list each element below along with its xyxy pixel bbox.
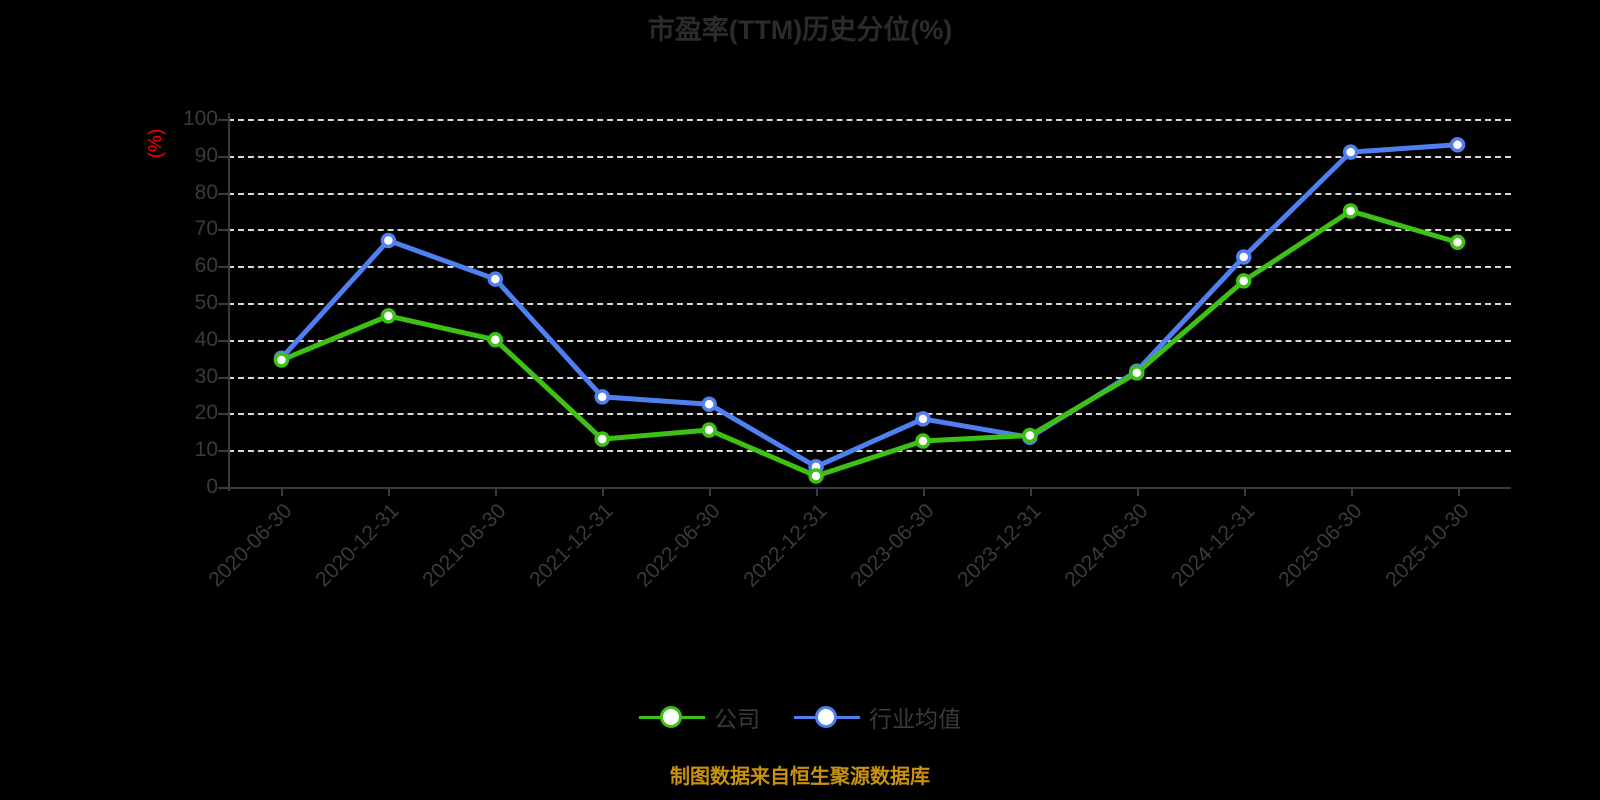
legend-label: 公司 xyxy=(714,706,760,732)
gridline xyxy=(228,119,1511,121)
y-axis-tick-label: 30 xyxy=(194,364,218,388)
gridline xyxy=(228,155,1511,158)
x-axis-tick-mark xyxy=(922,487,925,496)
x-axis-tick-label: 2022-12-31 xyxy=(739,499,832,592)
y-axis-tick-mark xyxy=(218,303,228,305)
y-axis-tick-mark xyxy=(218,119,228,121)
y-axis-tick-mark xyxy=(218,266,228,269)
y-axis-tick-label: 60 xyxy=(194,254,218,278)
legend-dot-icon xyxy=(815,706,837,728)
gridline xyxy=(228,192,1511,195)
gridline xyxy=(228,413,1511,416)
x-axis-tick-mark xyxy=(495,487,498,496)
legend-dot-icon xyxy=(660,706,682,728)
y-axis-tick-mark xyxy=(218,413,228,416)
x-axis-tick-mark xyxy=(388,487,391,496)
gridline xyxy=(228,229,1511,232)
x-axis-tick-label: 2021-12-31 xyxy=(525,499,618,592)
legend-item[interactable]: 公司 xyxy=(639,700,760,734)
y-axis-tick-label: 80 xyxy=(194,180,218,204)
y-axis-tick-label: 100 xyxy=(182,107,218,130)
y-axis-tick-label: 90 xyxy=(194,143,218,167)
x-axis-tick-label: 2020-12-31 xyxy=(311,499,404,592)
plot-area xyxy=(228,119,1511,487)
gridline xyxy=(228,339,1511,342)
x-axis-tick-label: 2023-06-30 xyxy=(846,499,939,592)
x-axis-tick-label: 2023-12-31 xyxy=(953,499,1046,592)
legend-item[interactable]: 行业均值 xyxy=(794,700,961,734)
y-axis-tick-mark xyxy=(218,155,228,158)
y-axis-line xyxy=(228,113,230,491)
x-axis-tick-mark xyxy=(602,487,605,496)
x-axis-tick-mark xyxy=(1457,487,1460,496)
y-axis-tick-mark xyxy=(218,487,228,489)
x-axis-tick-mark xyxy=(816,487,819,496)
y-axis-tick-mark xyxy=(218,192,228,195)
footer-note: 制图数据来自恒生聚源数据库 xyxy=(670,766,930,788)
x-axis-tick-mark xyxy=(281,487,284,496)
x-axis-tick-label: 2025-10-30 xyxy=(1380,499,1474,592)
x-axis-tick-label: 2020-06-30 xyxy=(204,499,298,592)
x-axis-line xyxy=(228,487,1511,489)
x-axis-tick-label: 2024-06-30 xyxy=(1060,499,1153,592)
y-axis-tick-label: 70 xyxy=(194,217,218,241)
x-axis-tick-mark xyxy=(1136,487,1139,496)
gridline xyxy=(228,450,1511,453)
x-axis-tick-mark xyxy=(1243,487,1246,496)
x-axis-tick-label: 2024-12-31 xyxy=(1167,499,1260,592)
y-axis-tick-label: 20 xyxy=(194,401,218,425)
y-axis-tick-label: 10 xyxy=(194,438,218,462)
y-axis-tick-label: 50 xyxy=(194,291,218,314)
chart-title: 市盈率(TTM)历史分位(%) xyxy=(647,15,953,45)
gridline xyxy=(228,376,1511,379)
legend-marker-icon xyxy=(639,705,705,729)
gridline xyxy=(228,266,1511,269)
x-axis-tick-label: 2022-06-30 xyxy=(632,499,725,592)
y-axis-tick-label: 40 xyxy=(194,327,218,351)
legend-label: 行业均值 xyxy=(869,706,961,732)
y-axis-tick-mark xyxy=(218,229,228,232)
y-axis-tick-label: 0 xyxy=(206,475,218,498)
legend-marker-icon xyxy=(794,705,860,729)
y-axis-tick-mark xyxy=(218,376,228,379)
x-axis-tick-mark xyxy=(1350,487,1353,496)
x-axis-tick-mark xyxy=(1029,487,1032,496)
y-axis-tick-mark xyxy=(218,339,228,342)
legend: 公司 行业均值 xyxy=(0,700,1600,734)
x-axis-tick-label: 2021-06-30 xyxy=(418,499,511,592)
x-axis-tick-label: 2025-06-30 xyxy=(1273,499,1367,592)
gridline xyxy=(228,303,1511,305)
x-axis-tick-mark xyxy=(709,487,712,496)
y-axis-tick-mark xyxy=(218,450,228,453)
